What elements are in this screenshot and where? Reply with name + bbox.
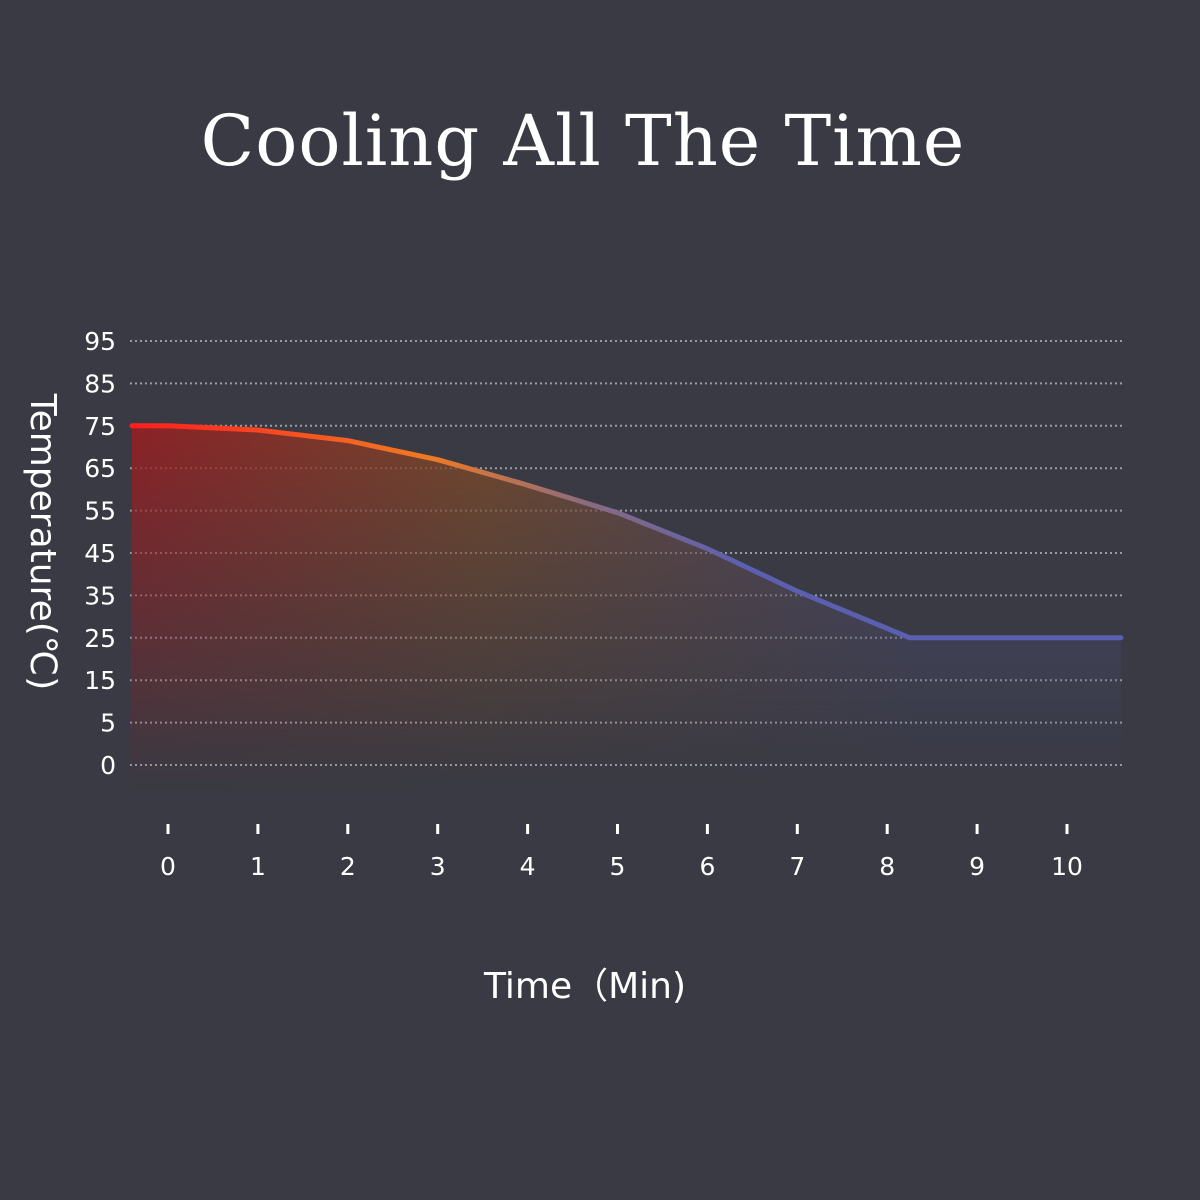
x-tick-label: 1 — [250, 852, 266, 881]
x-axis-title: Time（Min) — [483, 966, 686, 1007]
y-tick-label: 55 — [84, 497, 116, 526]
x-tick-label: 3 — [430, 852, 446, 881]
y-tick-label: 65 — [84, 454, 116, 483]
chart-title: Cooling All The Time — [200, 100, 966, 182]
y-tick-label: 95 — [84, 327, 116, 356]
y-axis-ticks: 95 85 75 65 55 45 35 25 15 5 0 — [84, 327, 116, 780]
y-tick-label: 0 — [100, 751, 116, 780]
x-tick-label: 6 — [699, 852, 715, 881]
temperature-line — [129, 423, 1124, 641]
x-tick-label: 4 — [520, 852, 536, 881]
x-tick-label: 7 — [789, 852, 805, 881]
y-tick-label: 75 — [84, 412, 116, 441]
x-axis-ticks: 0 1 2 3 4 5 6 7 8 9 10 — [160, 824, 1083, 881]
x-tick-label: 2 — [340, 852, 356, 881]
x-tick-label: 5 — [610, 852, 626, 881]
y-tick-label: 85 — [84, 369, 116, 398]
x-tick-label: 10 — [1051, 852, 1083, 881]
y-tick-label: 35 — [84, 581, 116, 610]
y-tick-label: 25 — [84, 624, 116, 653]
y-tick-label: 45 — [84, 539, 116, 568]
y-tick-label: 5 — [100, 709, 116, 738]
y-axis-title: Temperature(℃) — [22, 393, 63, 691]
x-tick-label: 0 — [160, 852, 176, 881]
x-tick-label: 8 — [879, 852, 895, 881]
temperature-area-fill — [130, 425, 1121, 800]
x-tick-label: 9 — [969, 852, 985, 881]
y-tick-label: 15 — [84, 666, 116, 695]
